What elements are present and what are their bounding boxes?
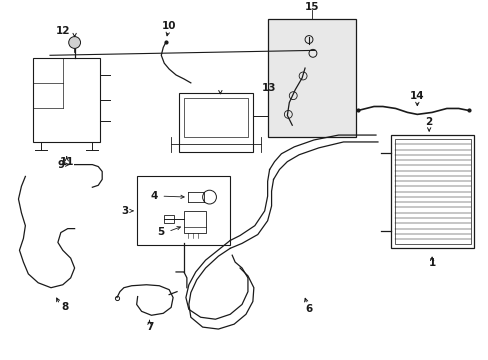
Circle shape (69, 37, 81, 48)
Bar (390, 135, 473, 248)
Text: 15: 15 (304, 2, 319, 12)
Bar (179, 93, 252, 152)
Text: 2: 2 (425, 117, 432, 127)
Bar (394, 139, 469, 244)
Bar (183, 98, 247, 137)
Text: 8: 8 (61, 302, 68, 312)
Bar (183, 211, 205, 233)
Text: 11: 11 (60, 157, 74, 167)
Text: 10: 10 (162, 21, 176, 31)
Text: 5: 5 (157, 226, 164, 237)
Text: 6: 6 (305, 304, 312, 314)
Text: 14: 14 (409, 91, 424, 101)
Bar (267, 19, 356, 137)
Bar (33, 58, 100, 142)
Bar (136, 176, 230, 246)
Text: 9: 9 (57, 159, 64, 170)
Text: 1: 1 (427, 258, 435, 268)
Text: 12: 12 (56, 26, 70, 36)
Bar (164, 215, 174, 223)
Text: 13: 13 (261, 83, 275, 93)
Text: 7: 7 (145, 322, 153, 332)
Text: 4: 4 (150, 191, 158, 201)
Text: 3: 3 (121, 206, 128, 216)
